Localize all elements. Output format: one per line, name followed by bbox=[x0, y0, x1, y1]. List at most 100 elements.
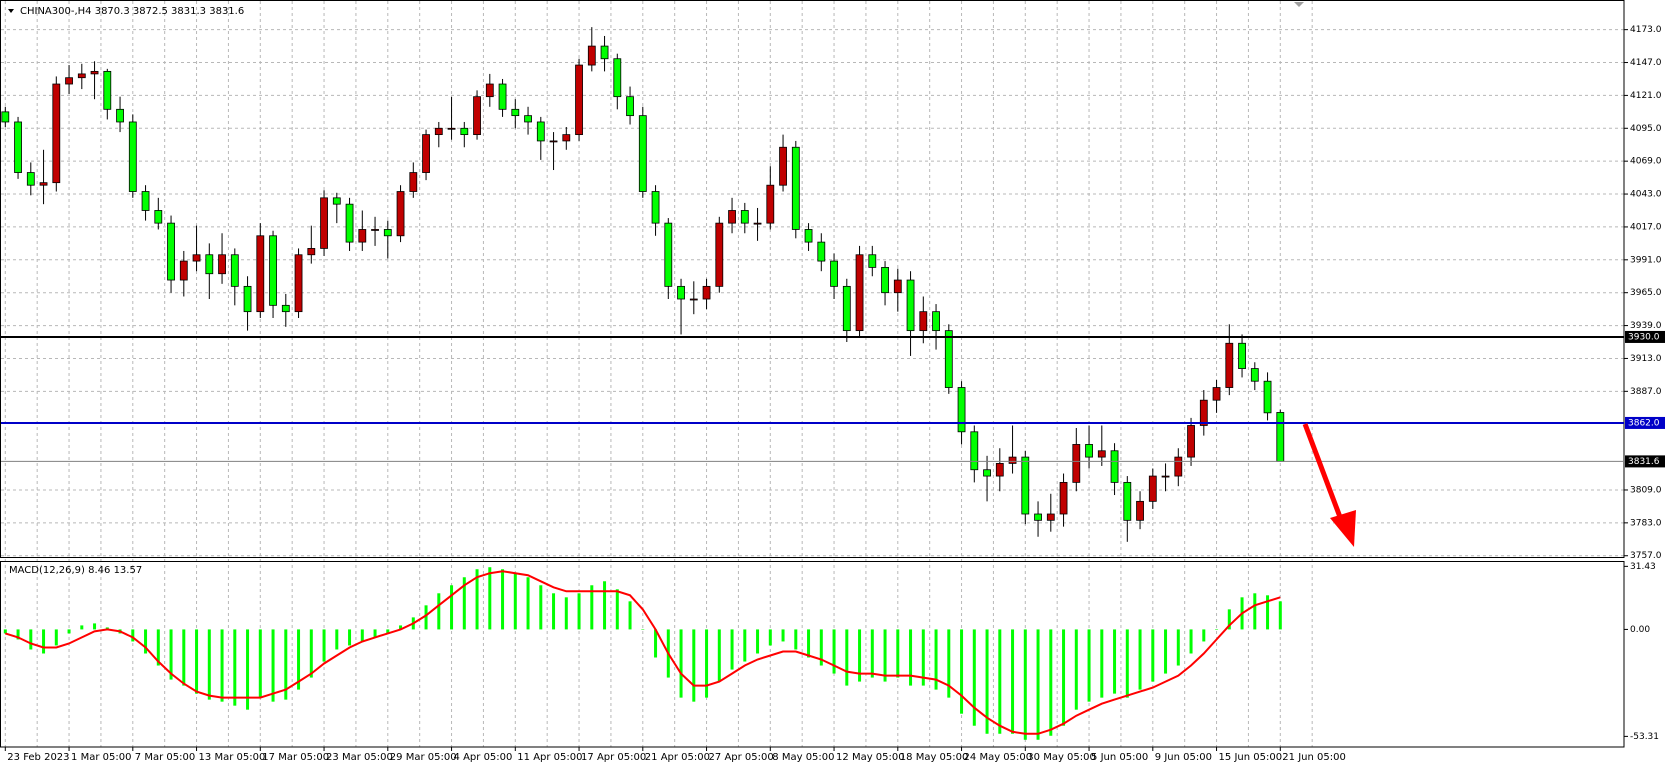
macd-bar bbox=[258, 629, 262, 698]
macd-bar bbox=[309, 629, 313, 678]
macd-bar bbox=[1087, 629, 1091, 702]
macd-bar bbox=[156, 629, 160, 666]
y-tick-label: 3939.0 bbox=[1630, 321, 1662, 331]
x-tick-label: 27 Apr 05:00 bbox=[709, 752, 774, 763]
candle-body bbox=[626, 96, 634, 117]
macd-bar bbox=[348, 629, 352, 646]
candle-body bbox=[689, 298, 698, 301]
plot bbox=[1, 27, 1624, 740]
y-tick-label: -53.31 bbox=[1630, 732, 1659, 742]
candle-body bbox=[218, 254, 226, 275]
y-tick-label: 4121.0 bbox=[1630, 91, 1662, 101]
x-tick-label: 12 May 05:00 bbox=[836, 752, 905, 763]
y-tick-label: 3783.0 bbox=[1630, 518, 1662, 528]
macd-bar bbox=[501, 569, 505, 630]
macd-bar bbox=[462, 577, 466, 630]
macd-bar bbox=[322, 629, 326, 662]
x-tick-label: 17 Apr 05:00 bbox=[581, 752, 646, 763]
candle-body bbox=[205, 254, 214, 275]
price-level-label: 3831.6 bbox=[1628, 457, 1660, 467]
price-level-tag bbox=[1625, 330, 1665, 343]
macd-bar bbox=[182, 629, 186, 686]
candle-body bbox=[638, 115, 647, 192]
macd-bar bbox=[577, 593, 581, 630]
macd-bar bbox=[1151, 629, 1155, 682]
candle-body bbox=[830, 260, 838, 287]
macd-panel-frame bbox=[0, 561, 1625, 748]
macd-bar bbox=[832, 629, 836, 674]
candle-body bbox=[1161, 475, 1170, 478]
menu-triangle[interactable] bbox=[8, 9, 14, 13]
candle-body bbox=[281, 304, 290, 313]
candle-body bbox=[243, 285, 252, 313]
y-tick-label: 3991.0 bbox=[1630, 255, 1662, 265]
candle-body bbox=[1263, 380, 1272, 414]
candle-body bbox=[332, 197, 341, 205]
macd-bar bbox=[1189, 629, 1193, 654]
candle-body bbox=[1059, 481, 1068, 515]
candle-body bbox=[141, 191, 150, 211]
macd-bar bbox=[756, 629, 760, 654]
candle-body bbox=[90, 70, 99, 75]
y-tick-label: 3913.0 bbox=[1630, 354, 1662, 364]
y-tick-label: 3809.0 bbox=[1630, 485, 1662, 495]
x-tick-label: 1 Mar 05:00 bbox=[71, 752, 131, 763]
macd-bar bbox=[552, 593, 556, 630]
candle-body bbox=[345, 203, 354, 243]
candle-body bbox=[230, 254, 239, 287]
macd-bar bbox=[1176, 629, 1180, 666]
candle-body bbox=[498, 83, 507, 110]
macd-bar bbox=[488, 567, 492, 630]
candle-body bbox=[562, 134, 571, 142]
macd-bar bbox=[450, 585, 454, 630]
macd-bar bbox=[896, 629, 900, 678]
candle-body bbox=[549, 140, 558, 143]
macd-bar bbox=[1049, 629, 1053, 736]
y-tick-label: 4043.0 bbox=[1630, 190, 1662, 200]
macd-bar bbox=[1036, 629, 1040, 740]
candle-body bbox=[358, 229, 367, 243]
candle-body bbox=[256, 235, 265, 313]
macd-bar bbox=[437, 593, 441, 630]
candle-body bbox=[192, 254, 201, 262]
macd-bar bbox=[1253, 593, 1257, 630]
x-tick-label: 4 Apr 05:00 bbox=[454, 752, 513, 763]
candle-body bbox=[1110, 450, 1119, 483]
candle-body bbox=[485, 83, 494, 98]
candle-body bbox=[613, 58, 622, 98]
price-level-tag bbox=[1625, 416, 1665, 429]
shift-marker[interactable] bbox=[1294, 2, 1304, 7]
macd-bar bbox=[883, 629, 887, 682]
candle-body bbox=[1123, 481, 1132, 521]
y-tick-label: 4017.0 bbox=[1630, 222, 1662, 232]
macd-bar bbox=[233, 629, 237, 706]
macd-bar bbox=[615, 589, 619, 630]
macd-bar bbox=[590, 585, 594, 630]
candle-body bbox=[1148, 475, 1157, 502]
y-tick-label: 3887.0 bbox=[1630, 387, 1662, 397]
macd-bar bbox=[1100, 629, 1104, 698]
macd-bar bbox=[1125, 629, 1129, 698]
macd-bar bbox=[641, 629, 645, 630]
candle-body bbox=[103, 70, 112, 110]
macd-bar bbox=[985, 629, 989, 734]
candle-body bbox=[983, 469, 991, 477]
x-tick-label: 23 Mar 05:00 bbox=[326, 752, 393, 763]
price-level-label: 3930.0 bbox=[1628, 332, 1660, 342]
candle-body bbox=[1, 111, 10, 123]
candle-body bbox=[1199, 399, 1208, 426]
macd-bar bbox=[360, 629, 364, 642]
candle-body bbox=[167, 222, 175, 281]
macd-bar bbox=[909, 629, 913, 686]
macd-bar bbox=[1074, 629, 1078, 710]
candle-body bbox=[740, 210, 749, 224]
candle-body bbox=[26, 172, 35, 186]
x-tick-label: 21 Jun 05:00 bbox=[1282, 752, 1346, 763]
macd-bar bbox=[67, 629, 71, 634]
candle-body bbox=[868, 254, 877, 268]
candle-body bbox=[473, 96, 481, 136]
candle-body bbox=[944, 330, 953, 388]
macd-bar bbox=[947, 629, 951, 698]
y-tick-label: 4095.0 bbox=[1630, 124, 1662, 134]
